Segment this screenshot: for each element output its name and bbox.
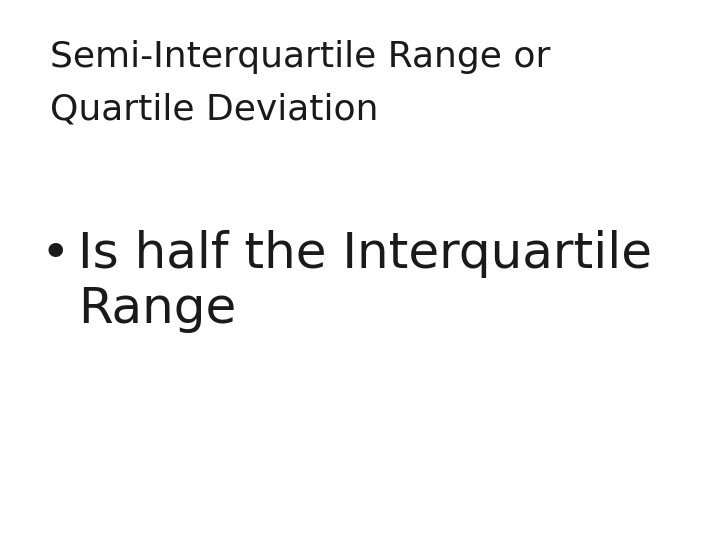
Text: •: •: [40, 230, 70, 278]
Text: Semi-Interquartile Range or: Semi-Interquartile Range or: [50, 40, 550, 74]
Text: Is half the Interquartile: Is half the Interquartile: [78, 230, 652, 278]
Text: Range: Range: [78, 285, 236, 333]
Text: Quartile Deviation: Quartile Deviation: [50, 92, 379, 126]
